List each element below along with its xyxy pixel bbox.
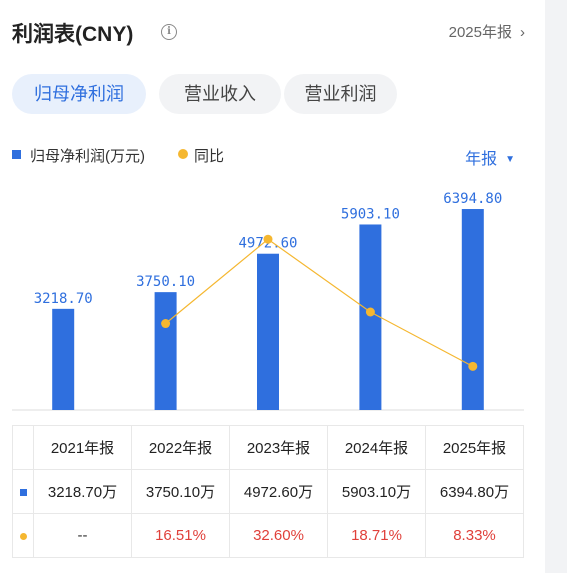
table-row-net-profit: 3218.70万 3750.10万 4972.60万 5903.10万 6394… <box>12 469 524 514</box>
report-period-link[interactable]: 2025年报 › <box>449 21 525 42</box>
line-series-marker <box>12 513 34 558</box>
card-header: 利润表(CNY) i 2025年报 › <box>12 18 525 48</box>
bar-series-marker <box>12 469 34 514</box>
yoy-point-2023年报[interactable] <box>263 234 273 244</box>
table-header-row: 2021年报 2022年报 2023年报 2024年报 2025年报 <box>12 425 524 470</box>
bar-2024年报[interactable] <box>359 224 382 410</box>
chevron-right-icon: › <box>520 24 525 41</box>
yoy-point-2025年报[interactable] <box>468 361 478 371</box>
period-type-label: 年报 <box>465 151 498 168</box>
table-cell: 18.71% <box>327 513 426 558</box>
table-cell: 3750.10万 <box>131 469 230 514</box>
table-cell: -- <box>33 513 132 558</box>
table-row-yoy: -- 16.51% 32.60% 18.71% 8.33% <box>12 513 524 558</box>
table-header-cell: 2024年报 <box>327 425 426 470</box>
yoy-point-2024年报[interactable] <box>365 307 375 317</box>
bar-2021年报[interactable] <box>52 308 75 410</box>
table-header-cell: 2023年报 <box>229 425 328 470</box>
table-header-cell: 2025年报 <box>425 425 524 470</box>
bar-legend-label: 归母净利润(万元) <box>30 148 145 165</box>
table-cell: 3218.70万 <box>33 469 132 514</box>
bar-value-label: 5903.10 <box>341 206 400 222</box>
tab-net-profit[interactable]: 归母净利润 <box>12 74 146 114</box>
report-period-label: 2025年报 <box>448 24 512 41</box>
caret-down-icon: ▼ <box>505 154 515 165</box>
line-legend-label: 同比 <box>194 148 225 165</box>
info-icon[interactable]: i <box>161 24 177 40</box>
table-cell: 4972.60万 <box>229 469 328 514</box>
table-header-cell: 2021年报 <box>33 425 132 470</box>
card-title: 利润表(CNY) <box>12 23 134 46</box>
tab-revenue[interactable]: 营业收入 <box>159 74 281 114</box>
table-header-cell: 2022年报 <box>131 425 230 470</box>
table-cell: 6394.80万 <box>425 469 524 514</box>
table-cell: 32.60% <box>229 513 328 558</box>
bar-value-label: 3750.10 <box>136 274 195 290</box>
bar-value-label: 6394.80 <box>443 191 502 207</box>
bar-value-label: 3218.70 <box>34 291 93 307</box>
yoy-point-2022年报[interactable] <box>161 319 171 329</box>
line-legend-marker <box>178 149 188 159</box>
table-cell: 5903.10万 <box>327 469 426 514</box>
bar-2023年报[interactable] <box>257 253 279 410</box>
income-statement-card: 利润表(CNY) i 2025年报 › 归母净利润 营业收入 营业利润 归母净利润… <box>0 0 545 573</box>
data-table: 2021年报 2022年报 2023年报 2024年报 2025年报 3218.… <box>12 425 524 558</box>
bar-legend-marker <box>12 150 21 159</box>
table-cell: 16.51% <box>131 513 230 558</box>
period-type-dropdown[interactable]: 年报 ▼ <box>465 145 515 169</box>
yoy-line <box>165 238 474 367</box>
bar-2025年报[interactable] <box>461 209 484 410</box>
tab-operating-profit[interactable]: 营业利润 <box>284 74 397 114</box>
table-corner-cell <box>12 425 34 470</box>
bar-2022年报[interactable] <box>154 292 177 410</box>
table-cell: 8.33% <box>425 513 524 558</box>
